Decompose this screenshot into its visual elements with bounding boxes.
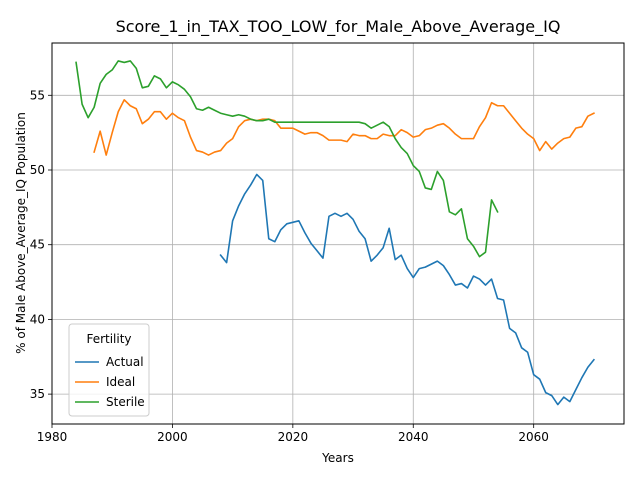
series-lines <box>75 60 596 406</box>
series-line-sterile <box>75 60 499 258</box>
y-tick-label: 55 <box>30 88 45 102</box>
grid <box>51 43 624 424</box>
x-tick-label: 2020 <box>278 430 309 444</box>
chart-title: Score_1_in_TAX_TOO_LOW_for_Male_Above_Av… <box>116 17 561 37</box>
y-tick-label: 35 <box>30 387 45 401</box>
x-axis-label: Years <box>321 451 354 465</box>
x-tick-label: 2000 <box>157 430 188 444</box>
y-tick-label: 45 <box>30 238 45 252</box>
series-line-actual <box>219 173 596 406</box>
legend-title: Fertility <box>86 332 131 346</box>
plot-frame <box>51 42 625 425</box>
legend-label-actual: Actual <box>106 355 144 369</box>
legend-items: Actual Ideal Sterile <box>75 355 145 409</box>
y-tick-label: 50 <box>30 163 45 177</box>
x-tick-label: 2040 <box>398 430 429 444</box>
y-tick-label: 40 <box>30 312 45 326</box>
x-tick-label: 2060 <box>518 430 549 444</box>
axis-ticks: 1980 2000 2020 2040 2060 35 40 45 50 55 <box>30 88 549 444</box>
x-tick-label: 1980 <box>37 430 68 444</box>
legend-box <box>68 323 150 417</box>
legend: Fertility Actual Ideal Sterile <box>68 323 150 417</box>
legend-label-ideal: Ideal <box>106 375 135 389</box>
legend-label-sterile: Sterile <box>106 395 145 409</box>
series-line-ideal <box>93 98 595 156</box>
y-axis-label: % of Male Above_Average_IQ Population <box>14 112 28 354</box>
